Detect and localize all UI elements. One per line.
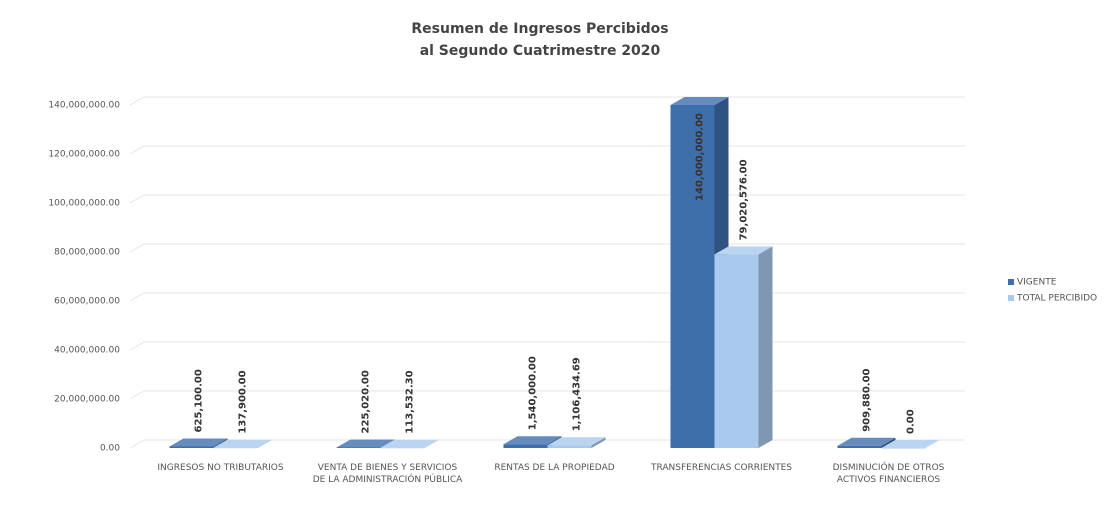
bar (169, 438, 228, 448)
bar-front (503, 444, 548, 448)
bar-side (758, 246, 773, 448)
bar-front (380, 447, 425, 449)
legend-label: VIGENTE (1017, 278, 1057, 288)
x-tick-label: RENTAS DE LA PROPIEDAD (494, 463, 615, 473)
value-label: 137,900.00 (238, 370, 249, 433)
legend-swatch (1008, 295, 1014, 301)
bar (714, 246, 773, 448)
legend-label: TOTAL PERCIBIDO (1016, 294, 1097, 304)
bar (547, 437, 606, 448)
value-label: 625,100.00 (194, 369, 205, 432)
grid-line (129, 390, 965, 400)
y-tick-label: 20,000,000.00 (54, 395, 120, 405)
bar (213, 439, 272, 449)
y-tick-label: 0.00 (100, 444, 120, 454)
bar-front (837, 445, 882, 448)
bar-side (257, 439, 272, 448)
bar-top (881, 440, 940, 448)
chart-title: Resumen de Ingresos Percibidos al Segund… (411, 21, 669, 59)
bar-top (213, 439, 272, 448)
y-tick-label: 80,000,000.00 (54, 248, 120, 258)
bar-top (503, 436, 562, 445)
bar-top (380, 439, 439, 448)
bar-top (670, 97, 729, 105)
bar-front (881, 448, 926, 449)
x-tick-label: DISMINUCIÓN DE OTROS ACTIVOS FINANCIEROS (832, 463, 945, 485)
grid-line (129, 194, 965, 204)
bar-top (714, 246, 773, 255)
bar-side (881, 437, 896, 448)
value-label: 113,532.30 (405, 370, 416, 433)
bar (881, 440, 940, 449)
x-tick-label: TRANSFERENCIAS CORRIENTES (650, 463, 793, 473)
bar-top (169, 438, 228, 447)
value-label: 225,020.00 (361, 370, 372, 433)
bar-top (837, 437, 896, 446)
legend-swatch (1008, 279, 1014, 285)
value-label: 1,540,000.00 (528, 356, 539, 430)
grid-line (129, 292, 965, 302)
bar-front (213, 447, 258, 449)
bar-front (336, 447, 381, 448)
bar (380, 439, 439, 449)
y-tick-label: 100,000,000.00 (48, 199, 120, 209)
value-label: 79,020,576.00 (739, 159, 750, 240)
y-tick-label: 60,000,000.00 (54, 297, 120, 307)
bar-front (169, 446, 214, 448)
bar (837, 437, 896, 448)
x-tick-label: INGRESOS NO TRIBUTARIOS (157, 463, 284, 473)
grid-line (129, 145, 965, 155)
value-label: 140,000,000.00 (695, 113, 706, 201)
value-label: 909,880.00 (862, 368, 873, 431)
bar-front (714, 254, 759, 448)
bar-front (547, 445, 592, 448)
bar-front (670, 105, 715, 448)
y-tick-label: 140,000,000.00 (48, 101, 120, 111)
bar-top (547, 437, 606, 446)
grid-line (129, 96, 965, 106)
value-label: 1,106,434.69 (572, 357, 583, 431)
x-tick-label: VENTA DE BIENES Y SERVICIOS DE LA ADMINI… (312, 463, 463, 485)
y-tick-label: 120,000,000.00 (48, 150, 120, 160)
y-tick-label: 40,000,000.00 (54, 346, 120, 356)
value-label: 0.00 (906, 409, 917, 434)
grid-line (129, 341, 965, 351)
bar-side (591, 437, 606, 448)
bar-side (213, 438, 228, 448)
bar-top (336, 439, 395, 448)
grid-line (129, 243, 965, 253)
bar-side (424, 439, 439, 448)
